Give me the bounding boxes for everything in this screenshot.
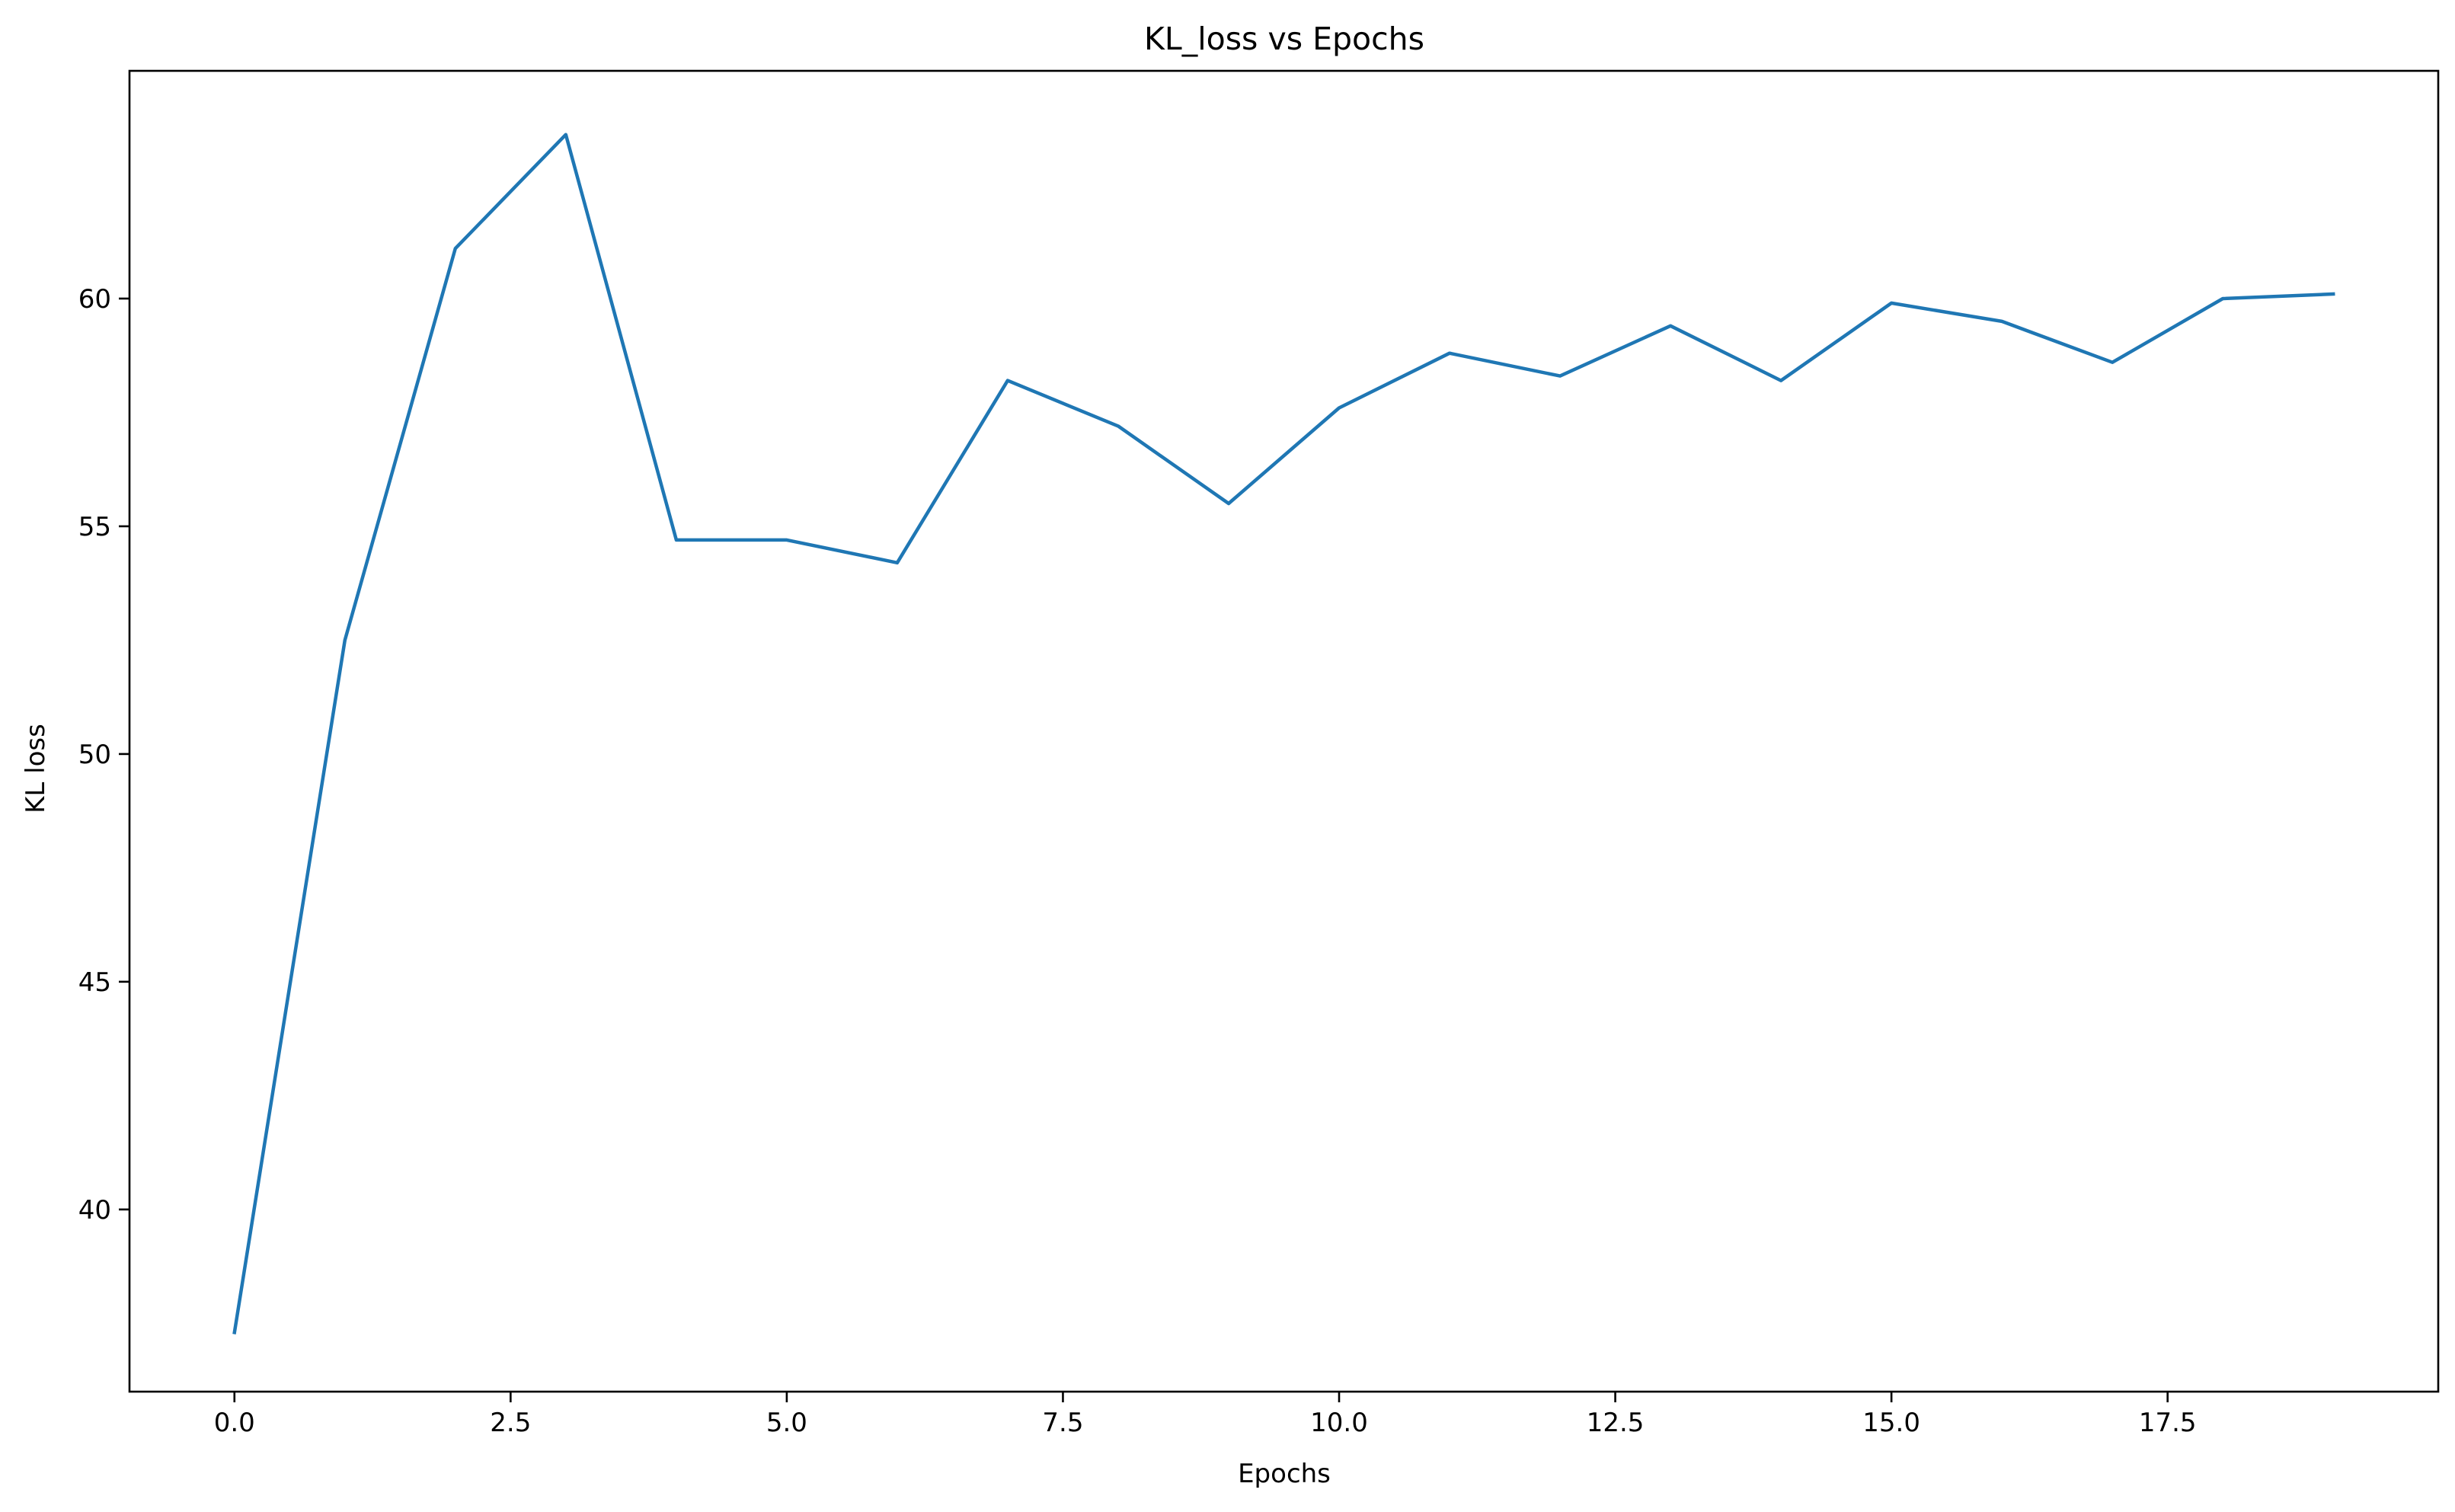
y-tick-label: 55 (78, 512, 111, 542)
x-axis: 0.0 2.5 5.0 7.5 10.0 12.5 15.0 17.5 (214, 1392, 2197, 1438)
plot-area (128, 69, 2440, 1393)
axes-frame (128, 69, 2440, 1393)
x-tick-label: 17.5 (2139, 1408, 2197, 1438)
y-tick-label: 45 (78, 967, 111, 998)
y-tick-label: 60 (78, 284, 111, 315)
y-axis: 40 45 50 55 60 (78, 284, 129, 1226)
x-tick-label: 0.0 (214, 1408, 255, 1438)
y-tick-label: 50 (78, 740, 111, 770)
x-tick-label: 7.5 (1042, 1408, 1083, 1438)
x-axis-label: Epochs (1238, 1459, 1331, 1489)
x-tick-label: 10.0 (1310, 1408, 1368, 1438)
y-axis-label: KL loss (21, 724, 51, 814)
series-line-0 (232, 133, 2335, 1335)
x-tick-label: 12.5 (1587, 1408, 1645, 1438)
x-tick-label: 15.0 (1862, 1408, 1920, 1438)
y-tick-label: 40 (78, 1195, 111, 1226)
x-tick-label: 5.0 (766, 1408, 807, 1438)
x-tick-label: 2.5 (490, 1408, 531, 1438)
chart-title: KL_loss vs Epochs (1144, 21, 1424, 57)
